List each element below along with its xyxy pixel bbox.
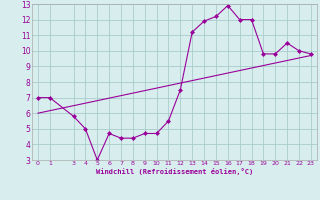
X-axis label: Windchill (Refroidissement éolien,°C): Windchill (Refroidissement éolien,°C) (96, 168, 253, 175)
